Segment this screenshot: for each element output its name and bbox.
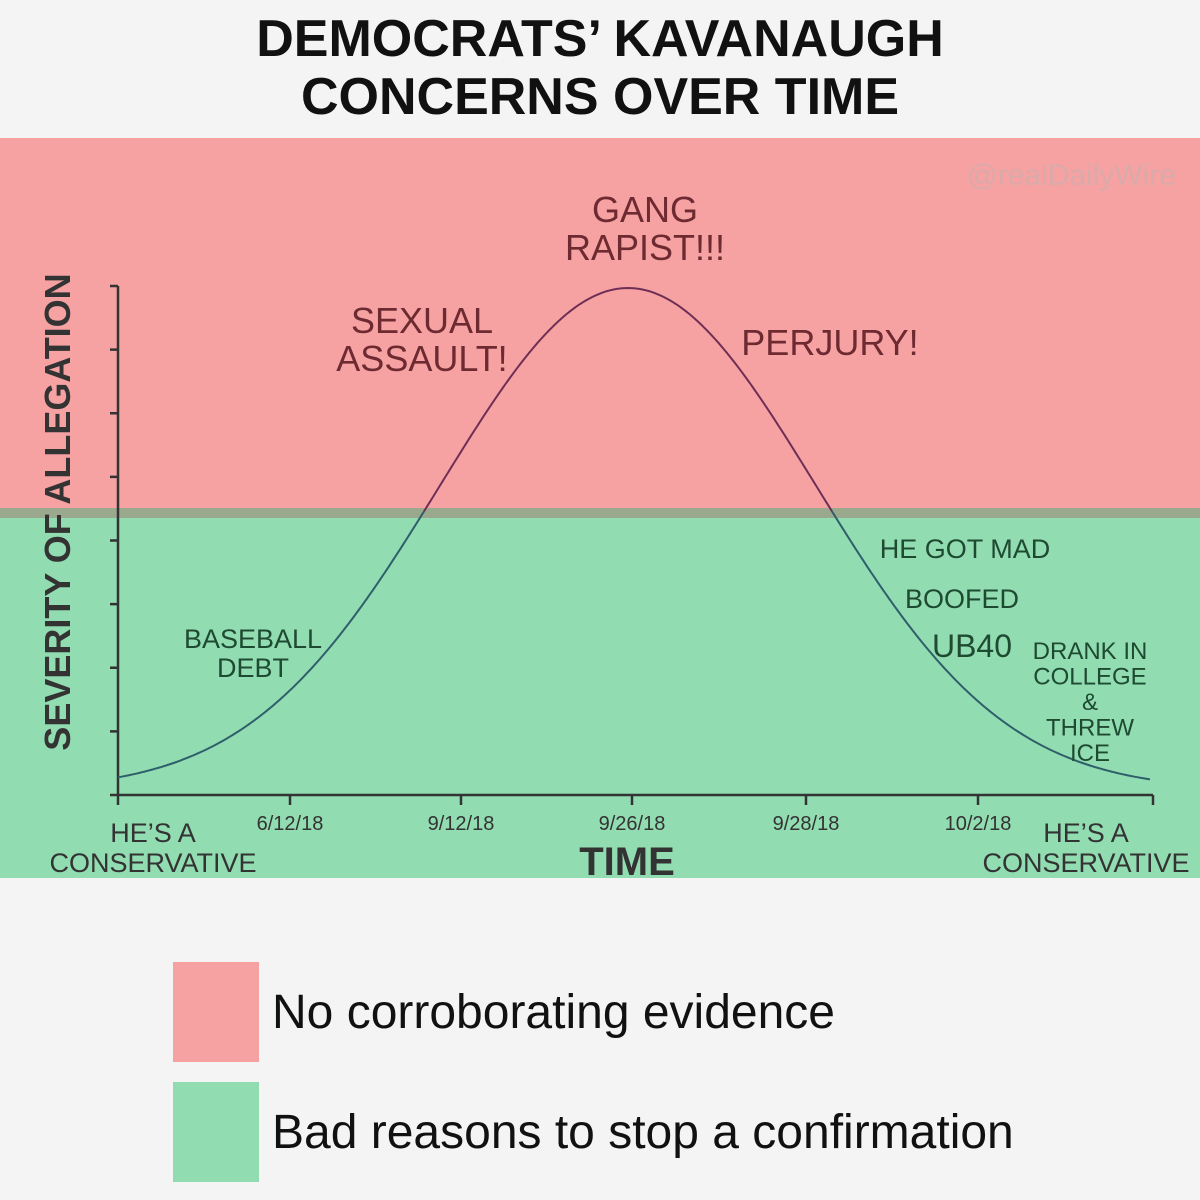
x-tick-label: 6/12/18 [257,813,324,835]
curve-line-upper [423,287,833,512]
annotation-boofed: BOOFED [905,584,1019,614]
y-axis-label: SEVERITY OF ALLEGATION [37,273,78,750]
x-tick-label: 9/28/18 [773,813,840,835]
annotation-baseball: BASEBALL [184,624,322,654]
curve-line-lower [117,510,1151,781]
annotation-perjury: PERJURY! [741,322,918,363]
legend-swatch-red [173,962,259,1062]
annotation-drank: & [1082,689,1098,716]
annotation-baseball: DEBT [217,653,289,683]
annotation-gang: RAPIST!!! [565,227,725,268]
x-end-label-left: CONSERVATIVE [49,848,256,878]
red-band [0,138,1200,510]
band-divider [0,508,1200,518]
x-tick-label: 9/26/18 [599,813,666,835]
x-end-label-right: CONSERVATIVE [982,848,1189,878]
chart-title: DEMOCRATS’ KAVANAUGH CONCERNS OVER TIME [0,10,1200,126]
annotation-drank: THREW [1046,715,1134,742]
legend-swatch-green [173,1082,259,1182]
annotation-gang: GANG [592,189,698,230]
x-end-label-left: HE’S A [110,818,196,848]
title-line-2: CONCERNS OVER TIME [300,68,900,126]
annotation-drank: ICE [1070,740,1110,767]
annotation-drank: DRANK IN [1033,638,1148,665]
x-axis-label: TIME [579,840,675,884]
chart: @realDailyWire SEVERITY OF ALLEGATION 6/… [0,138,1200,884]
annotation-sexual: SEXUAL [351,300,493,341]
annotation-mad: HE GOT MAD [880,534,1051,564]
annotation-sexual: ASSAULT! [336,338,507,379]
x-end-label-right: HE’S A [1043,818,1129,848]
x-tick-label: 10/2/18 [945,813,1012,835]
annotation-drank: COLLEGE [1033,664,1146,691]
annotation-ub40: UB40 [932,628,1012,664]
title-line-1: DEMOCRATS’ KAVANAUGH [256,10,944,68]
legend-label-green: Bad reasons to stop a confirmation [272,1106,1014,1159]
y-ticks [110,284,118,797]
watermark: @realDailyWire [967,159,1176,192]
x-ticks: 6/12/18 9/12/18 9/26/18 9/28/18 10/2/18 HE’S … [49,795,1190,878]
legend-label-red: No corroborating evidence [272,986,835,1039]
green-band [0,510,1200,878]
x-tick-label: 9/12/18 [428,813,495,835]
